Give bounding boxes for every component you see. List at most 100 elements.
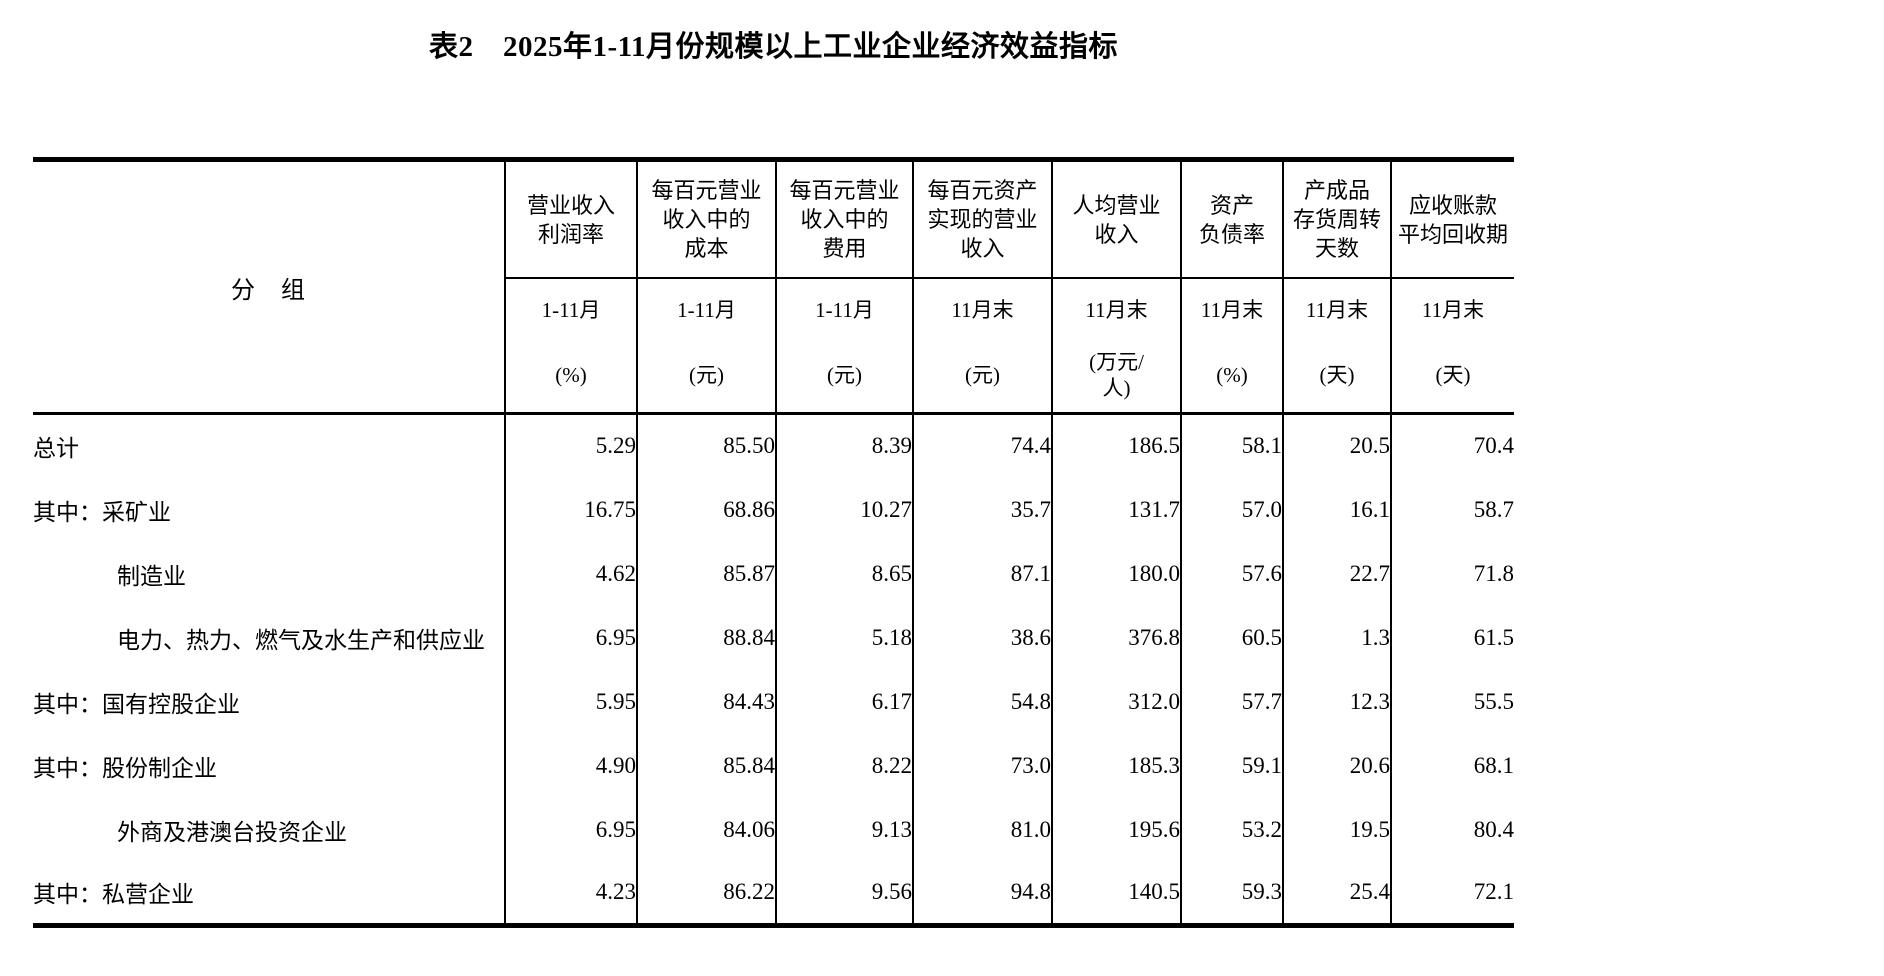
value-cell: 185.3 [1052,733,1182,798]
value-cell: 8.39 [776,413,914,478]
row-label: 其中：股份制企业 [33,733,506,798]
value-cell: 85.84 [637,733,777,798]
unit-label: (万元/ 人) [1089,349,1144,400]
value-cell: 38.6 [913,605,1053,670]
unit-label: (元) [965,362,1000,387]
column-header-asset-liability-ratio: 资产 负债率 [1181,159,1284,279]
value-cell: 20.6 [1283,733,1392,798]
value-cell: 84.06 [637,797,777,862]
value-cell: 312.0 [1052,669,1182,734]
period-label: 11月末 [951,298,1014,322]
row-label: 制造业 [33,541,506,606]
value-cell: 85.87 [637,541,777,606]
column-header-revenue-per-capita: 人均营业 收入 [1052,159,1182,279]
value-cell: 19.5 [1283,797,1392,862]
value-cell: 4.90 [505,733,638,798]
value-cell: 57.0 [1181,477,1284,542]
value-cell: 57.7 [1181,669,1284,734]
value-cell: 68.1 [1473,752,1514,778]
table-row-foreign-invested: 外商及港澳台投资企业 6.95 84.06 9.13 81.0 195.6 53… [33,797,1514,862]
value-cell: 131.7 [1052,477,1182,542]
table-row-shareholding: 其中：股份制企业 4.90 85.84 8.22 73.0 185.3 59.1… [33,733,1514,798]
period-label: 11月末 [1085,298,1148,322]
value-cell: 74.4 [913,413,1053,478]
period-label: 1-11月 [541,298,601,322]
value-cell: 60.5 [1181,605,1284,670]
row-label: 其中：国有控股企业 [33,669,506,734]
value-cell: 72.1 [1473,879,1514,905]
period-label: 11月末 [1421,298,1485,322]
table-row-state-holding: 其中：国有控股企业 5.95 84.43 6.17 54.8 312.0 57.… [33,669,1514,734]
period-unit-cell: 11月末 (万元/ 人) [1052,278,1182,415]
period-unit-cell: 1-11月 (元) [637,278,777,415]
period-label: 11月末 [1200,298,1264,322]
unit-label: (元) [689,362,724,387]
column-header-expense-per-100: 每百元营业 收入中的 费用 [776,159,914,279]
value-cell: 8.65 [776,541,914,606]
value-cell: 81.0 [913,797,1053,862]
value-cell: 195.6 [1052,797,1182,862]
value-cell: 35.7 [913,477,1053,542]
value-cell: 12.3 [1283,669,1392,734]
row-label: 其中：私营企业 [33,861,506,926]
value-cell: 70.4 [1473,433,1514,459]
table-row-utilities: 电力、热力、燃气及水生产和供应业 6.95 88.84 5.18 38.6 37… [33,605,1514,670]
value-cell: 59.3 [1181,861,1284,926]
value-cell: 1.3 [1283,605,1392,670]
value-cell: 88.84 [637,605,777,670]
value-cell: 8.22 [776,733,914,798]
value-cell: 4.23 [505,861,638,926]
value-cell: 59.1 [1181,733,1284,798]
value-cell: 94.8 [913,861,1053,926]
value-cell: 5.18 [776,605,914,670]
column-header-revenue-per-100-assets: 每百元资产 实现的营业 收入 [913,159,1053,279]
value-cell: 73.0 [913,733,1053,798]
period-unit-cell: 11月末 (天) [1391,278,1514,415]
value-cell: 186.5 [1052,413,1182,478]
table-row-private: 其中：私营企业 4.23 86.22 9.56 94.8 140.5 59.3 … [33,861,1514,926]
row-label: 电力、热力、燃气及水生产和供应业 [33,605,506,670]
value-cell: 57.6 [1181,541,1284,606]
statistics-table: 分 组 营业收入 利润率 每百元营业 收入中的 成本 每百元营业 收入中的 费用… [33,157,1514,928]
value-cell: 58.7 [1473,496,1514,522]
value-cell: 4.62 [505,541,638,606]
value-cell: 9.13 [776,797,914,862]
value-cell: 84.43 [637,669,777,734]
value-cell: 16.1 [1283,477,1392,542]
value-cell: 54.8 [913,669,1053,734]
table-row-manufacturing: 制造业 4.62 85.87 8.65 87.1 180.0 57.6 22.7… [33,541,1514,606]
value-cell: 86.22 [637,861,777,926]
value-cell: 180.0 [1052,541,1182,606]
value-cell: 22.7 [1283,541,1392,606]
page-title: 表2 2025年1-11月份规模以上工业企业经济效益指标 [428,31,1119,63]
period-unit-cell: 11月末 (元) [913,278,1053,415]
period-unit-cell: 1-11月 (%) [505,278,638,415]
value-cell: 71.8 [1473,560,1514,586]
value-cell: 6.95 [505,605,638,670]
row-label: 外商及港澳台投资企业 [33,797,506,862]
value-cell: 10.27 [776,477,914,542]
column-header-inventory-turnover-days: 产成品 存货周转 天数 [1283,159,1392,279]
value-cell: 6.17 [776,669,914,734]
row-label: 其中：采矿业 [33,477,506,542]
value-cell: 16.75 [505,477,638,542]
unit-label: (天) [1319,362,1355,387]
column-header-cost-per-100: 每百元营业 收入中的 成本 [637,159,777,279]
unit-label: (%) [555,362,587,387]
period-unit-cell: 11月末 (天) [1283,278,1392,415]
row-label: 总计 [33,413,506,478]
value-cell: 6.95 [505,797,638,862]
period-label: 1-11月 [677,298,736,322]
table-row-total: 总计 5.29 85.50 8.39 74.4 186.5 58.1 20.5 … [33,413,1514,478]
value-cell: 376.8 [1052,605,1182,670]
value-cell: 68.86 [637,477,777,542]
value-cell: 5.95 [505,669,638,734]
table-row-mining: 其中：采矿业 16.75 68.86 10.27 35.7 131.7 57.0… [33,477,1514,542]
header-row-indicators: 分 组 营业收入 利润率 每百元营业 收入中的 成本 每百元营业 收入中的 费用… [33,159,1514,415]
value-cell: 61.5 [1473,624,1514,650]
unit-label: (元) [827,362,862,387]
value-cell: 5.29 [505,413,638,478]
value-cell: 53.2 [1181,797,1284,862]
column-header-receivable-collection-period: 应收账款 平均回收期 [1391,159,1514,279]
value-cell: 9.56 [776,861,914,926]
